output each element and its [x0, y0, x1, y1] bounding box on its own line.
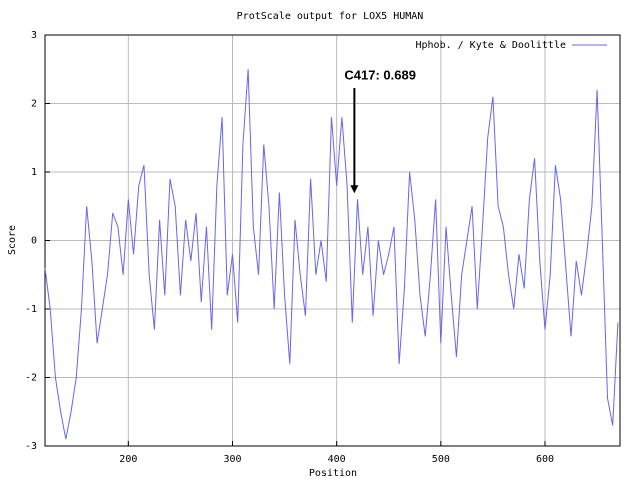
y-tick-label: 0: [31, 236, 37, 247]
y-tick-label: -3: [25, 441, 37, 452]
annotation-arrowhead: [350, 185, 359, 194]
y-tick-label: 1: [31, 167, 37, 178]
legend-label: Hphob. / Kyte & Doolittle: [415, 40, 566, 51]
x-tick-label: 300: [223, 454, 241, 465]
x-axis-label: Position: [309, 468, 357, 479]
y-tick-label: 2: [31, 99, 37, 110]
x-tick-label: 500: [432, 454, 450, 465]
y-tick-label: -2: [25, 373, 37, 384]
plot-frame: [44, 34, 621, 447]
data-line: [44, 69, 619, 440]
x-tick-label: 400: [328, 454, 346, 465]
x-tick-label: 600: [536, 454, 554, 465]
x-tick-label: 200: [119, 454, 137, 465]
y-tick-label: -1: [25, 304, 37, 315]
annotation-label: C417: 0.689: [344, 67, 416, 82]
chart-title: ProtScale output for LOX5 HUMAN: [237, 11, 424, 22]
y-tick-label: 3: [31, 30, 37, 41]
y-axis-label: Score: [7, 225, 18, 255]
